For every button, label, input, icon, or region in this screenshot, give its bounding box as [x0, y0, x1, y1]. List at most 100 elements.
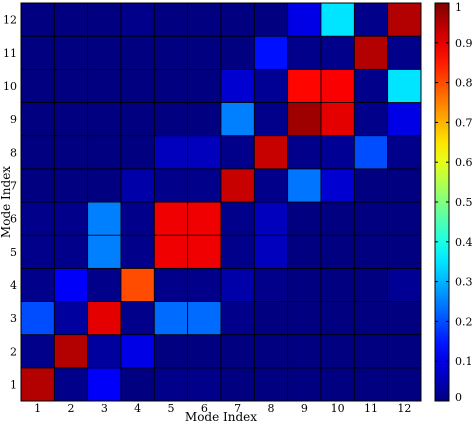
heatmap-cell	[387, 68, 422, 103]
x-tick-label: 7	[234, 402, 241, 415]
heatmap-cell	[120, 301, 155, 336]
heatmap-cell	[387, 334, 422, 369]
heatmap-cell	[220, 68, 255, 103]
heatmap-cell	[320, 102, 355, 137]
heatmap-cell	[187, 168, 222, 203]
heatmap-cell	[253, 234, 289, 269]
heatmap-cell	[187, 234, 222, 269]
heatmap-cell	[287, 68, 322, 103]
heatmap-cell	[387, 168, 422, 203]
heatmap-cell	[387, 2, 422, 37]
y-tick-label: 1	[10, 378, 17, 391]
heatmap-cell	[120, 367, 155, 402]
heatmap-cell	[20, 301, 55, 336]
heatmap-cell	[153, 201, 189, 236]
heatmap-cell	[187, 2, 222, 37]
heatmap-cell	[53, 267, 89, 302]
heatmap-cell	[187, 334, 222, 369]
heatmap-cell	[187, 102, 222, 137]
heatmap-cell	[320, 35, 355, 70]
heatmap-cell	[20, 135, 55, 170]
heatmap-cell	[287, 301, 322, 336]
heatmap-cell	[320, 68, 355, 103]
heatmap-cell	[53, 234, 89, 269]
heatmap-cell	[320, 267, 355, 302]
heatmap-cell	[387, 367, 422, 402]
heatmap-cell	[353, 301, 389, 336]
heatmap-cell	[353, 201, 389, 236]
heatmap-cell	[87, 135, 122, 170]
x-tick-label: 10	[331, 402, 345, 415]
heatmap-cell	[287, 234, 322, 269]
colorbar-tick-label: 0.8	[455, 77, 473, 90]
heatmap-cell	[20, 2, 55, 37]
heatmap-cell	[87, 35, 122, 70]
heatmap-cell	[153, 35, 189, 70]
y-tick-label: 9	[10, 113, 17, 126]
heatmap-cell	[387, 201, 422, 236]
heatmap-cell	[20, 168, 55, 203]
heatmap-cell	[320, 301, 355, 336]
heatmap-cell	[287, 267, 322, 302]
heatmap-cell	[87, 234, 122, 269]
heatmap-cell	[387, 301, 422, 336]
colorbar-tick-label: 0.3	[455, 276, 473, 289]
x-tick-label: 3	[101, 402, 108, 415]
heatmap-cell	[387, 135, 422, 170]
heatmap-cell	[320, 135, 355, 170]
heatmap-cell	[87, 102, 122, 137]
heatmap-cell	[53, 2, 89, 37]
heatmap-cell	[220, 334, 255, 369]
heatmap-cell	[153, 367, 189, 402]
heatmap-cell	[253, 68, 289, 103]
heatmap-cell	[220, 102, 255, 137]
y-tick-label: 10	[3, 80, 17, 93]
heatmap-cell	[387, 35, 422, 70]
heatmap-cell	[320, 2, 355, 37]
colorbar-tick-label: 0.9	[455, 37, 473, 50]
heatmap-cell	[120, 102, 155, 137]
heatmap-cell	[87, 367, 122, 402]
heatmap-cell	[353, 267, 389, 302]
heatmap-cell	[120, 2, 155, 37]
heatmap-cell	[220, 301, 255, 336]
heatmap-cell	[253, 267, 289, 302]
heatmap-cell	[253, 35, 289, 70]
heatmap-cell	[353, 35, 389, 70]
colorbar-tick-label: 0.2	[455, 315, 473, 328]
heatmap-cell	[153, 2, 189, 37]
heatmap-cell	[187, 135, 222, 170]
heatmap-cell	[187, 301, 222, 336]
heatmap-cell	[320, 334, 355, 369]
heatmap-cell	[120, 334, 155, 369]
heatmap-cell	[187, 367, 222, 402]
heatmap-cell	[353, 234, 389, 269]
heatmap-cell	[387, 267, 422, 302]
heatmap-cell	[153, 267, 189, 302]
y-tick-label: 3	[10, 312, 17, 325]
y-tick-label: 6	[10, 213, 17, 226]
y-tick-label: 2	[10, 345, 17, 358]
x-tick-label: 4	[134, 402, 141, 415]
x-tick-labels: 1 2 3 4 5 6 7 8 9 10 11 12	[34, 402, 411, 415]
colorbar-tick-label: 0.4	[455, 236, 473, 249]
heatmap-cell	[353, 102, 389, 137]
heatmap-cell	[187, 267, 222, 302]
heatmap-cell	[53, 35, 89, 70]
heatmap-cells	[20, 2, 422, 402]
heatmap-cell	[287, 168, 322, 203]
heatmap-cell	[220, 168, 255, 203]
plot-frame	[20, 2, 422, 402]
x-tick-label: 2	[68, 402, 75, 415]
heatmap-cell	[287, 334, 322, 369]
heatmap-cell	[387, 102, 422, 137]
x-tick-label: 5	[168, 402, 175, 415]
x-tick-label: 11	[364, 402, 378, 415]
heatmap-cell	[20, 367, 55, 402]
heatmap-cell	[220, 234, 255, 269]
heatmap-cell	[87, 168, 122, 203]
heatmap-cell	[153, 102, 189, 137]
heatmap-cell	[120, 234, 155, 269]
x-tick-label: 12	[397, 402, 411, 415]
